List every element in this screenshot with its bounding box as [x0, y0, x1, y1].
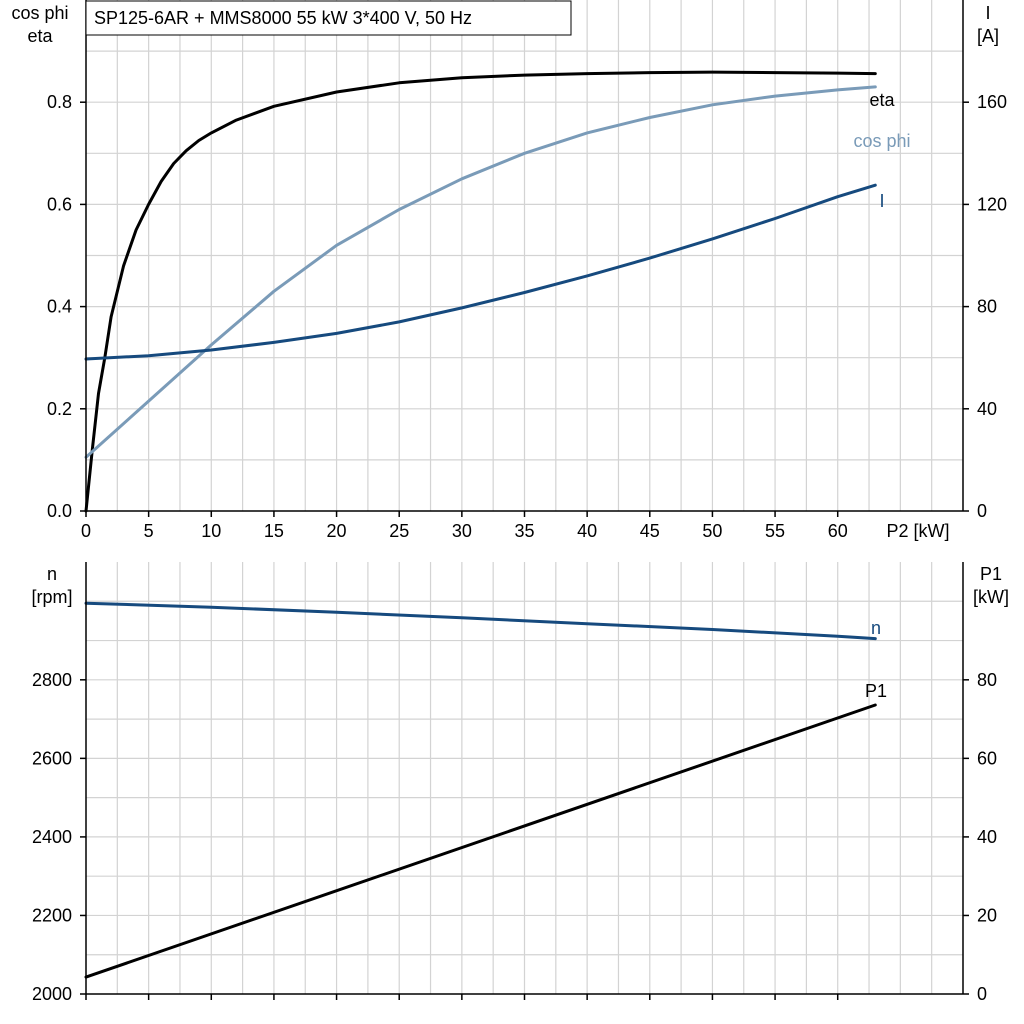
bottom-left-tick-label: 2800 — [32, 670, 72, 690]
series-line-cos-phi — [84, 85, 877, 459]
top-left-tick-label: 0.0 — [47, 501, 72, 521]
top-x-tick-label: 20 — [327, 521, 347, 541]
bottom-left-tick-label: 2200 — [32, 905, 72, 925]
bottom-left-axis-title-line2: [rpm] — [31, 587, 72, 607]
series-line-eta — [84, 70, 877, 513]
top-x-tick-label: 60 — [828, 521, 848, 541]
top-x-tick-label: 0 — [81, 521, 91, 541]
top-right-tick-label: 80 — [977, 297, 997, 317]
top-left-tick-label: 0.8 — [47, 92, 72, 112]
series-label-eta: eta — [869, 90, 895, 110]
bottom-right-axis-title-line2: [kW] — [973, 587, 1009, 607]
bottom-panel: 2000 2200 2400 2600 2800 0 20 40 60 80 n [rpm] P1… — [31, 562, 1009, 1004]
bottom-right-axis-title-line1: P1 — [980, 564, 1002, 584]
top-left-axis-title-line2: eta — [27, 26, 53, 46]
bottom-left-tick-label: 2600 — [32, 748, 72, 768]
bottom-ticks: 2000 2200 2400 2600 2800 0 20 40 60 80 — [32, 670, 997, 1004]
top-left-tick-label: 0.2 — [47, 399, 72, 419]
bottom-right-tick-label: 40 — [977, 827, 997, 847]
top-left-axis-title-line1: cos phi — [11, 3, 68, 23]
series-label-cos-phi: cos phi — [853, 131, 910, 151]
bottom-right-tick-label: 20 — [977, 905, 997, 925]
bottom-right-tick-label: 60 — [977, 748, 997, 768]
series-line-i — [84, 183, 877, 361]
bottom-curves — [84, 601, 877, 979]
bottom-right-tick-label: 80 — [977, 670, 997, 690]
top-left-tick-label: 0.4 — [47, 297, 72, 317]
series-line-p1 — [84, 703, 877, 979]
top-grid — [86, 0, 963, 511]
series-label-speed: n — [871, 618, 881, 638]
series-line-n — [84, 601, 877, 641]
top-x-tick-label: 10 — [201, 521, 221, 541]
top-x-tick-label: 15 — [264, 521, 284, 541]
top-x-tick-label: 50 — [702, 521, 722, 541]
top-right-tick-label: 120 — [977, 194, 1007, 214]
bottom-left-tick-label: 2000 — [32, 984, 72, 1004]
bottom-grid — [86, 562, 963, 994]
top-panel: 0.0 0.2 0.4 0.6 0.8 0 40 80 120 160 0 5 10 15 20 25 30 35… — [11, 0, 1007, 541]
bottom-left-axis-title-line1: n — [47, 564, 57, 584]
top-right-axis-title-line2: [A] — [977, 26, 999, 46]
chart-title-frame — [85, 0, 572, 36]
top-right-axis-title-line1: I — [985, 3, 990, 23]
bottom-left-tick-label: 2400 — [32, 827, 72, 847]
top-x-tick-label: 35 — [514, 521, 534, 541]
top-x-tick-label: 55 — [765, 521, 785, 541]
top-left-tick-label: 0.6 — [47, 194, 72, 214]
bottom-right-tick-label: 0 — [977, 984, 987, 1004]
chart-title-box: SP125-6AR + MMS8000 55 kW 3*400 V, 50 Hz — [85, 0, 572, 36]
top-x-axis-title: P2 [kW] — [886, 521, 949, 541]
top-x-tick-label: 40 — [577, 521, 597, 541]
chart-title: SP125-6AR + MMS8000 55 kW 3*400 V, 50 Hz — [94, 8, 472, 28]
top-right-tick-label: 40 — [977, 399, 997, 419]
top-right-tick-label: 160 — [977, 92, 1007, 112]
top-x-tick-label: 45 — [640, 521, 660, 541]
top-right-tick-label: 0 — [977, 501, 987, 521]
top-ticks: 0.0 0.2 0.4 0.6 0.8 0 40 80 120 160 0 5 10 15 20 25 30 35… — [47, 92, 1007, 541]
top-x-tick-label: 30 — [452, 521, 472, 541]
top-x-tick-label: 25 — [389, 521, 409, 541]
top-curves — [84, 70, 877, 513]
top-x-tick-label: 5 — [144, 521, 154, 541]
series-label-current: I — [879, 191, 884, 211]
series-label-p1: P1 — [865, 681, 887, 701]
